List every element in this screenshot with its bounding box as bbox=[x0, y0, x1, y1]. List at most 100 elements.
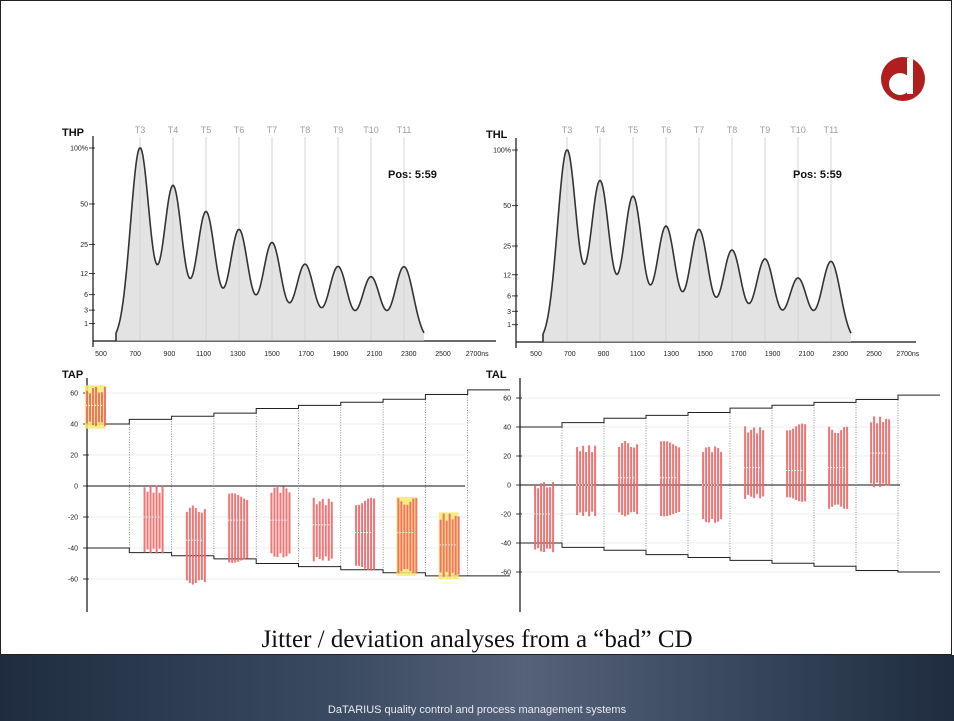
jitter-group bbox=[744, 426, 765, 499]
y-tick-label: 40 bbox=[503, 425, 511, 432]
x-tick-label: 1900 bbox=[333, 351, 349, 358]
jitter-bar bbox=[403, 504, 406, 570]
jitter-bar bbox=[792, 428, 795, 499]
jitter-group bbox=[870, 416, 891, 488]
jitter-bar bbox=[243, 498, 246, 560]
jitter-bar bbox=[663, 440, 666, 517]
top-label-t8: T8 bbox=[300, 125, 311, 135]
x-tick-label: 2500 bbox=[866, 351, 882, 358]
position-label: Pos: 5:59 bbox=[793, 169, 842, 181]
jitter-group bbox=[438, 512, 460, 579]
jitter-bar bbox=[834, 432, 837, 505]
jitter-bar bbox=[415, 498, 418, 574]
position-label: Pos: 5:59 bbox=[388, 169, 437, 181]
jitter-bar bbox=[678, 447, 681, 513]
jitter-bar bbox=[840, 430, 843, 507]
y-tick-label: 6 bbox=[507, 293, 511, 300]
jitter-group bbox=[355, 497, 376, 571]
jitter-bar bbox=[104, 386, 106, 427]
jitter-bar bbox=[744, 426, 747, 499]
jitter-bar bbox=[161, 485, 164, 554]
jitter-bar bbox=[660, 441, 663, 516]
y-tick-label: 3 bbox=[84, 308, 88, 315]
jitter-bar bbox=[315, 504, 318, 558]
y-tick-label: 1 bbox=[507, 322, 511, 329]
y-tick-label: 0 bbox=[507, 483, 511, 490]
jitter-bar bbox=[534, 485, 537, 550]
y-tick-label: 3 bbox=[507, 309, 511, 316]
jitter-bar bbox=[591, 452, 594, 512]
jitter-bar bbox=[879, 416, 882, 488]
x-tick-label: 1500 bbox=[697, 351, 713, 358]
chart-title: TAL bbox=[486, 369, 507, 381]
footer-text: DaTARIUS quality control and process man… bbox=[327, 704, 627, 716]
jitter-bar bbox=[798, 424, 801, 502]
jitter-bar bbox=[636, 444, 639, 515]
jitter-bar bbox=[633, 447, 636, 512]
chart-title: THL bbox=[486, 129, 508, 141]
jitter-bar bbox=[801, 423, 804, 502]
y-tick-label: 20 bbox=[70, 453, 78, 460]
jitter-bar bbox=[400, 501, 403, 572]
jitter-bar bbox=[669, 442, 672, 516]
y-tick-label: 20 bbox=[503, 454, 511, 461]
jitter-bar bbox=[412, 498, 415, 574]
jitter-bar bbox=[873, 416, 876, 488]
y-tick-label: 0 bbox=[74, 484, 78, 491]
jitter-bar bbox=[149, 485, 152, 554]
slide-caption: Jitter / deviation analyses from a “bad”… bbox=[261, 626, 693, 653]
jitter-bar bbox=[203, 509, 206, 583]
jitter-bar bbox=[324, 505, 327, 557]
top-label-t6: T6 bbox=[234, 125, 245, 135]
logo: d bbox=[881, 57, 925, 101]
jitter-bar bbox=[231, 493, 234, 563]
jitter-bar bbox=[753, 427, 756, 499]
jitter-bar bbox=[270, 492, 273, 554]
top-label-t5: T5 bbox=[628, 125, 639, 135]
jitter-bar bbox=[888, 419, 891, 486]
x-tick-label: 1700 bbox=[298, 351, 314, 358]
jitter-bar bbox=[675, 445, 678, 513]
x-tick-label: 2300 bbox=[401, 351, 417, 358]
x-tick-label: 1700 bbox=[731, 351, 747, 358]
jitter-bar bbox=[143, 487, 146, 553]
jitter-bar bbox=[409, 501, 412, 572]
y-tick-label: 60 bbox=[503, 396, 511, 403]
jitter-bar bbox=[552, 482, 555, 553]
jitter-group bbox=[312, 497, 333, 562]
y-tick-label: 60 bbox=[70, 391, 78, 398]
top-label-t10: T10 bbox=[790, 125, 806, 135]
jitter-bar bbox=[246, 499, 249, 559]
jitter-bar bbox=[618, 446, 621, 513]
y-tick-label: 25 bbox=[80, 242, 88, 249]
jitter-bar bbox=[285, 488, 288, 557]
jitter-bar bbox=[367, 498, 370, 571]
jitter-bar bbox=[188, 507, 191, 584]
upper-limit-line bbox=[520, 394, 940, 428]
top-label-t11: T11 bbox=[824, 125, 839, 135]
jitter-bar bbox=[355, 505, 358, 566]
y-tick-label: -20 bbox=[68, 515, 78, 522]
slide-frame bbox=[0, 0, 952, 655]
jitter-bar bbox=[92, 388, 94, 426]
jitter-bar bbox=[630, 446, 633, 513]
top-label-t11: T11 bbox=[397, 125, 412, 135]
jitter-tap: TAP 60 40 20 0 -20 -40 -60 bbox=[62, 369, 510, 612]
x-tick-label: 1100 bbox=[196, 351, 211, 358]
y-tick-label: 12 bbox=[503, 272, 511, 279]
jitter-bar bbox=[454, 515, 457, 576]
y-tick-label: 1 bbox=[84, 321, 88, 328]
jitter-bar bbox=[197, 511, 200, 581]
jitter-group bbox=[702, 446, 723, 523]
jitter-bar bbox=[273, 487, 276, 557]
top-label-t7: T7 bbox=[694, 125, 705, 135]
jitter-bar bbox=[370, 497, 373, 571]
jitter-bar bbox=[185, 511, 188, 581]
jitter-group bbox=[576, 445, 597, 517]
jitter-bar bbox=[457, 516, 460, 575]
top-label-t8: T8 bbox=[727, 125, 738, 135]
jitter-bar bbox=[318, 501, 321, 559]
jitter-bar bbox=[451, 519, 454, 573]
jitter-group bbox=[828, 426, 849, 509]
